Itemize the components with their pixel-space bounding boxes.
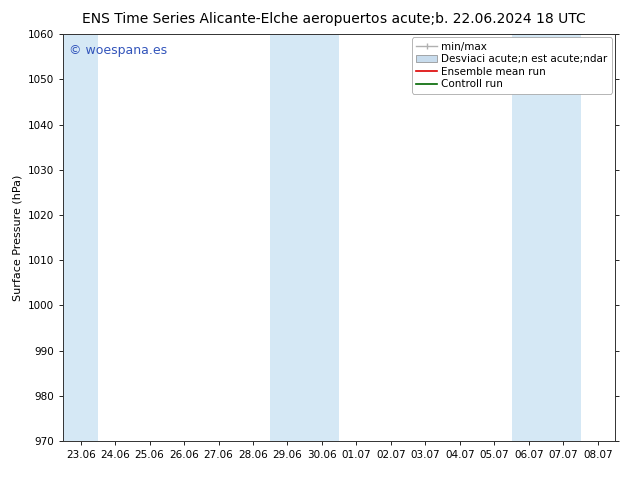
Text: ENS Time Series Alicante-Elche aeropuerto: ENS Time Series Alicante-Elche aeropuert…: [82, 12, 380, 26]
Bar: [270, 34, 339, 441]
Bar: [63, 34, 98, 441]
Text: © woespana.es: © woespana.es: [69, 45, 167, 57]
Y-axis label: Surface Pressure (hPa): Surface Pressure (hPa): [13, 174, 23, 301]
Bar: [512, 34, 581, 441]
Legend: min/max, Desviaci acute;n est acute;ndar, Ensemble mean run, Controll run: min/max, Desviaci acute;n est acute;ndar…: [412, 37, 612, 94]
Text: s acute;b. 22.06.2024 18 UTC: s acute;b. 22.06.2024 18 UTC: [380, 12, 586, 26]
